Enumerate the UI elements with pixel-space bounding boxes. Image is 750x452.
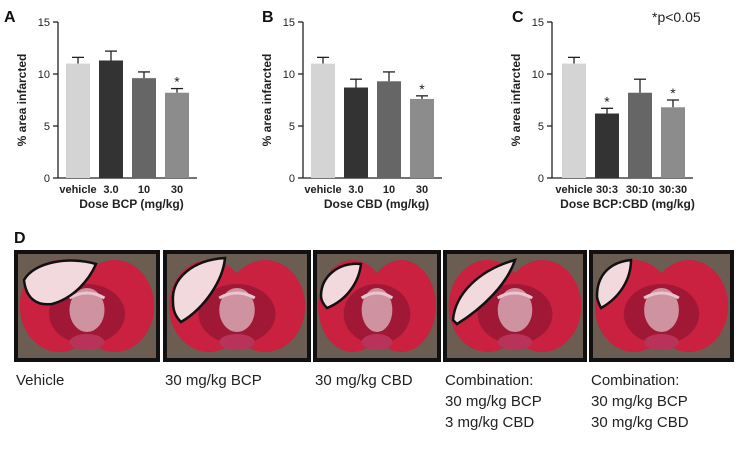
y-tick-label-b-0: 0 [289,173,295,185]
brain-caption-1-line-1: Vehicle [16,372,65,389]
brain-caption-4-line-2: 30 mg/kg BCP [445,393,542,410]
y-tick-label-a-10: 10 [38,69,50,81]
panel-letter-c: C [512,9,524,26]
bar-c-0 [562,63,586,178]
bar-a-3 [165,92,189,178]
category-label-a-0: vehicle [59,184,96,196]
bar-c-1 [595,113,619,178]
panel-letter-d: D [14,230,26,245]
chart-figure: *p<0.05 D A 0 5 10 15 % area infarcted vehicle… [4,9,701,245]
brain-slice-4 [443,250,587,362]
panel-letter-a: A [4,9,16,26]
brain-caption-5-line-2: 30 mg/kg BCP [591,393,688,410]
y-axis-title-c: % area infarcted [509,54,523,147]
category-label-c-1: 30:3 [596,184,618,196]
bar-a-1 [99,60,123,179]
brain-slice-image-4 [443,250,587,362]
x-axis-title-b: Dose CBD (mg/kg) [324,197,429,211]
y-axis-title-a: % area infarcted [15,54,29,147]
brain-caption-5-line-3: 30 mg/kg CBD [591,414,689,431]
significance-star-a-3: * [174,74,180,90]
brain-caption-4-line-1: Combination: [445,372,534,389]
brain-caption-2: 30 mg/kg BCP [165,370,262,391]
bar-a-2 [132,78,156,178]
significance-note: *p<0.05 [652,9,701,25]
x-axis-title-c: Dose BCP:CBD (mg/kg) [560,197,695,211]
brain-caption-1: Vehicle [16,370,64,391]
brain-caption-5-line-1: Combination: [591,372,680,389]
brain-slice-image-3 [313,250,441,362]
brain-caption-3: 30 mg/kg CBD [315,370,413,391]
significance-star-c-3: * [670,85,676,101]
bar-b-1 [344,87,368,178]
bar-b-2 [377,81,401,178]
bar-c-3 [661,107,685,178]
category-label-c-0: vehicle [555,184,592,196]
brain-slice-1 [14,250,160,362]
brain-slice-5 [589,250,734,362]
bar-b-0 [311,63,335,178]
x-axis-title-a: Dose BCP (mg/kg) [79,197,183,211]
category-label-c-3: 30:30 [659,184,687,196]
category-label-c-2: 30:10 [626,184,654,196]
y-tick-label-a-15: 15 [38,17,50,29]
brain-slice-image-1 [14,250,160,362]
category-label-b-1: 3.0 [348,184,363,196]
brain-caption-4-line-3: 3 mg/kg CBD [445,414,535,431]
brain-slice-image-2 [163,250,311,362]
category-label-b-3: 30 [416,184,428,196]
y-tick-label-c-5: 5 [538,121,544,133]
brain-slice-3 [313,250,441,362]
y-tick-label-b-10: 10 [283,69,295,81]
category-label-a-3: 30 [171,184,183,196]
brain-caption-2-line-1: 30 mg/kg BCP [165,372,262,389]
category-label-a-1: 3.0 [103,184,118,196]
y-tick-label-a-5: 5 [44,121,50,133]
brain-slice-image-5 [589,250,734,362]
brain-caption-4: Combination: 30 mg/kg BCP 3 mg/kg CBD [445,370,542,433]
y-tick-label-b-15: 15 [283,17,295,29]
y-tick-label-c-10: 10 [532,69,544,81]
significance-star-b-3: * [419,81,425,97]
significance-star-c-1: * [604,93,610,109]
y-tick-label-c-0: 0 [538,173,544,185]
brain-caption-3-line-1: 30 mg/kg CBD [315,372,413,389]
bar-a-0 [66,63,90,178]
panel-letter-b: B [262,9,274,26]
y-tick-label-a-0: 0 [44,173,50,185]
brain-caption-5: Combination: 30 mg/kg BCP 30 mg/kg CBD [591,370,689,433]
bar-c-2 [628,92,652,178]
bar-b-3 [410,98,434,178]
category-label-b-0: vehicle [304,184,341,196]
y-axis-title-b: % area infarcted [260,54,274,147]
brain-slice-2 [163,250,311,362]
category-label-b-2: 10 [383,184,395,196]
y-tick-label-b-5: 5 [289,121,295,133]
y-tick-label-c-15: 15 [532,17,544,29]
category-label-a-2: 10 [138,184,150,196]
